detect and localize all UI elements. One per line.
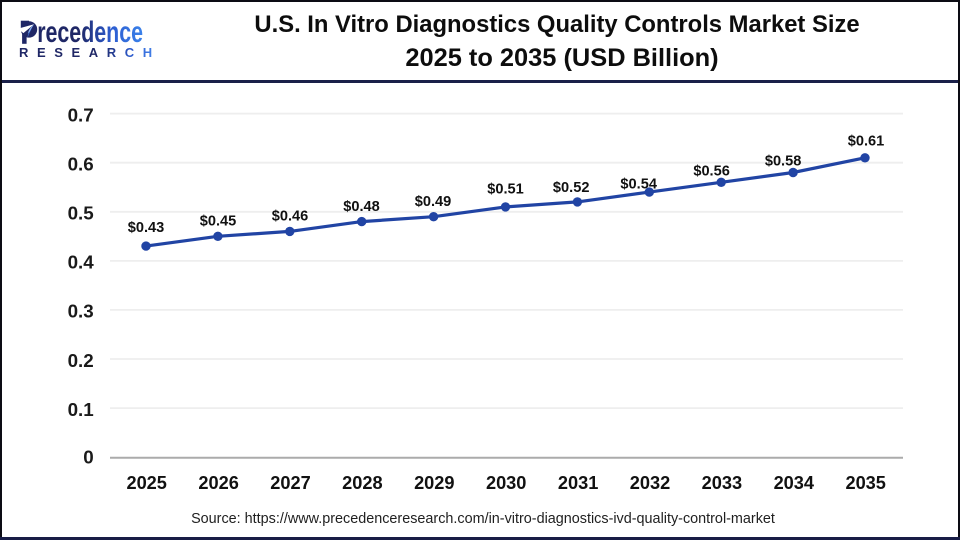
svg-text:0.7: 0.7	[68, 104, 94, 125]
svg-text:2035: 2035	[845, 473, 885, 493]
svg-text:$0.45: $0.45	[200, 214, 237, 230]
svg-text:$0.52: $0.52	[553, 180, 590, 196]
svg-text:0.2: 0.2	[68, 350, 94, 371]
svg-text:$0.56: $0.56	[693, 163, 730, 179]
svg-text:2030: 2030	[486, 473, 526, 493]
svg-text:$0.58: $0.58	[765, 154, 802, 170]
svg-text:2034: 2034	[774, 473, 815, 493]
svg-text:2033: 2033	[702, 473, 742, 493]
svg-text:0.3: 0.3	[68, 301, 94, 322]
svg-text:2031: 2031	[558, 473, 598, 493]
svg-text:$0.43: $0.43	[128, 220, 165, 236]
svg-text:$0.54: $0.54	[620, 176, 657, 192]
svg-text:$0.51: $0.51	[487, 181, 524, 197]
svg-text:0.6: 0.6	[68, 154, 94, 175]
svg-text:2028: 2028	[342, 473, 382, 493]
svg-text:2032: 2032	[630, 473, 670, 493]
svg-text:0.5: 0.5	[68, 203, 94, 224]
svg-text:2025: 2025	[126, 473, 166, 493]
svg-text:2026: 2026	[198, 473, 238, 493]
svg-text:2029: 2029	[414, 473, 454, 493]
svg-text:0.4: 0.4	[68, 252, 95, 273]
svg-text:$0.46: $0.46	[272, 209, 309, 225]
svg-text:$0.61: $0.61	[848, 133, 885, 149]
svg-text:2027: 2027	[270, 473, 310, 493]
svg-text:0: 0	[83, 446, 93, 467]
svg-text:$0.48: $0.48	[343, 199, 380, 215]
svg-text:0.1: 0.1	[68, 399, 94, 420]
svg-text:$0.49: $0.49	[415, 194, 452, 210]
